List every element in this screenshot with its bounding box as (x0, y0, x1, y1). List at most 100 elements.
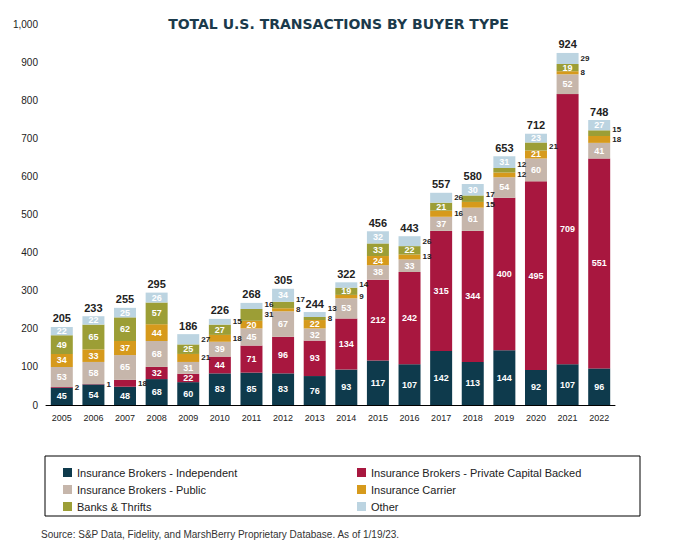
svg-text:27: 27 (215, 325, 225, 335)
svg-text:20: 20 (246, 320, 256, 330)
svg-text:107: 107 (560, 380, 575, 390)
svg-text:900: 900 (21, 57, 38, 68)
svg-text:32: 32 (310, 330, 320, 340)
svg-text:212: 212 (370, 315, 385, 325)
svg-text:96: 96 (594, 382, 604, 392)
svg-text:17: 17 (486, 190, 495, 199)
svg-text:557: 557 (432, 178, 450, 190)
svg-text:76: 76 (310, 386, 320, 396)
svg-text:113: 113 (465, 378, 480, 388)
svg-text:244: 244 (306, 298, 325, 310)
svg-text:15: 15 (612, 125, 621, 134)
svg-text:495: 495 (528, 271, 543, 281)
svg-text:38: 38 (373, 267, 383, 277)
svg-text:65: 65 (88, 332, 98, 342)
svg-text:49: 49 (57, 340, 67, 350)
svg-text:21: 21 (436, 202, 446, 212)
svg-text:300: 300 (21, 285, 38, 296)
svg-text:2: 2 (75, 383, 80, 392)
svg-text:93: 93 (341, 382, 351, 392)
svg-text:456: 456 (369, 217, 387, 229)
svg-text:34: 34 (57, 355, 67, 365)
svg-text:226: 226 (211, 304, 229, 316)
svg-text:2013: 2013 (305, 413, 325, 423)
svg-text:Insurance Brokers - Public: Insurance Brokers - Public (77, 484, 206, 496)
svg-text:19: 19 (341, 286, 351, 296)
svg-text:2007: 2007 (115, 413, 135, 423)
svg-text:54: 54 (88, 390, 98, 400)
svg-text:8: 8 (296, 305, 301, 314)
svg-text:134: 134 (339, 339, 354, 349)
svg-text:21: 21 (201, 353, 210, 362)
svg-text:33: 33 (405, 261, 415, 271)
svg-text:344: 344 (465, 291, 480, 301)
svg-text:500: 500 (21, 209, 38, 220)
svg-text:12: 12 (517, 170, 526, 179)
svg-text:37: 37 (120, 343, 130, 353)
svg-text:700: 700 (21, 133, 38, 144)
svg-text:100: 100 (21, 361, 38, 372)
svg-text:TOTAL U.S. TRANSACTIONS BY BUY: TOTAL U.S. TRANSACTIONS BY BUYER TYPE (168, 16, 509, 32)
svg-text:32: 32 (373, 232, 383, 242)
svg-text:65: 65 (120, 362, 130, 372)
svg-text:22: 22 (57, 326, 67, 336)
svg-text:22: 22 (310, 319, 320, 329)
svg-text:1: 1 (106, 380, 111, 389)
svg-text:142: 142 (434, 373, 449, 383)
svg-text:748: 748 (590, 106, 608, 118)
svg-text:17: 17 (296, 295, 305, 304)
svg-text:186: 186 (179, 320, 197, 332)
svg-text:22: 22 (183, 373, 193, 383)
svg-text:16: 16 (264, 300, 273, 309)
svg-text:Insurance Brokers - Private Ca: Insurance Brokers - Private Capital Back… (371, 467, 581, 479)
svg-text:41: 41 (594, 146, 604, 156)
svg-text:2018: 2018 (463, 413, 483, 423)
svg-text:39: 39 (215, 344, 225, 354)
svg-text:2014: 2014 (336, 413, 356, 423)
svg-text:54: 54 (499, 182, 509, 192)
svg-text:233: 233 (84, 302, 102, 314)
svg-text:57: 57 (152, 308, 162, 318)
svg-text:83: 83 (215, 384, 225, 394)
svg-text:15: 15 (233, 317, 242, 326)
svg-text:96: 96 (278, 350, 288, 360)
svg-text:31: 31 (499, 157, 509, 167)
svg-text:68: 68 (152, 349, 162, 359)
svg-text:2006: 2006 (83, 413, 103, 423)
svg-text:15: 15 (486, 200, 495, 209)
svg-text:33: 33 (88, 351, 98, 361)
svg-text:44: 44 (215, 360, 225, 370)
svg-text:2021: 2021 (558, 413, 578, 423)
svg-text:21: 21 (549, 142, 558, 151)
svg-text:400: 400 (497, 269, 512, 279)
svg-text:322: 322 (337, 268, 355, 280)
svg-text:62: 62 (120, 324, 130, 334)
svg-text:22: 22 (405, 245, 415, 255)
svg-text:2019: 2019 (494, 413, 514, 423)
svg-text:31: 31 (183, 363, 193, 373)
svg-text:13: 13 (423, 252, 432, 261)
svg-text:2016: 2016 (400, 413, 420, 423)
svg-text:12: 12 (517, 160, 526, 169)
svg-text:27: 27 (594, 120, 604, 130)
svg-text:8: 8 (328, 314, 333, 323)
svg-text:242: 242 (402, 313, 417, 323)
svg-text:0: 0 (32, 400, 38, 411)
svg-text:31: 31 (264, 310, 273, 319)
svg-text:2012: 2012 (273, 413, 293, 423)
svg-text:305: 305 (274, 274, 292, 286)
svg-text:85: 85 (246, 384, 256, 394)
svg-text:14: 14 (359, 280, 368, 289)
svg-text:33: 33 (373, 245, 383, 255)
svg-text:2011: 2011 (242, 413, 261, 423)
svg-text:26: 26 (454, 193, 463, 202)
svg-text:60: 60 (183, 389, 193, 399)
svg-text:53: 53 (341, 303, 351, 313)
svg-text:2020: 2020 (526, 413, 546, 423)
svg-text:83: 83 (278, 384, 288, 394)
svg-text:26: 26 (423, 237, 432, 246)
svg-text:34: 34 (278, 290, 288, 300)
svg-text:24: 24 (373, 256, 383, 266)
svg-text:13: 13 (328, 304, 337, 313)
svg-text:61: 61 (468, 214, 478, 224)
